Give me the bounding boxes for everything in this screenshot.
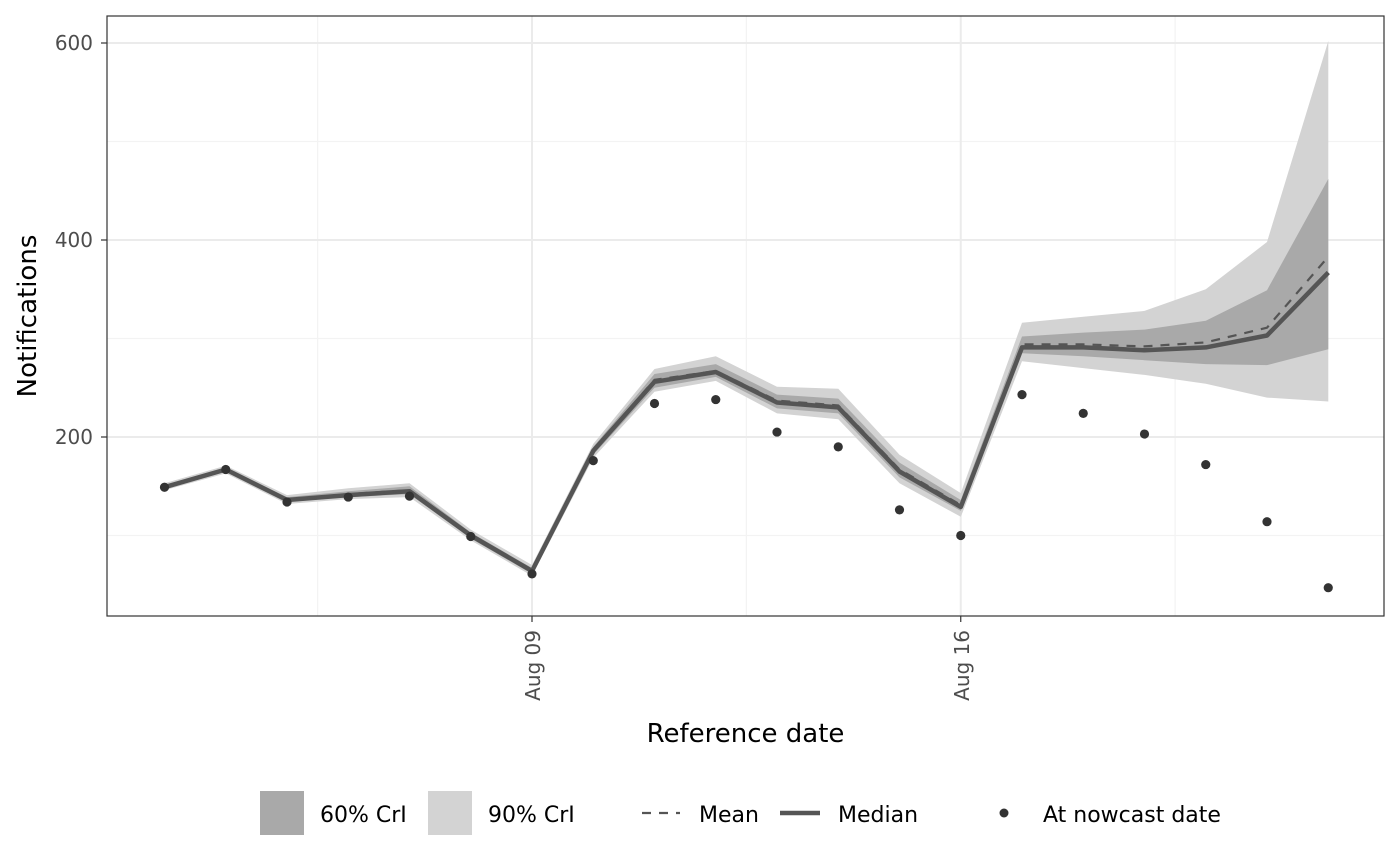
estimate-lines — [163, 255, 1330, 574]
mean-line — [164, 255, 1330, 573]
nowcast-point — [282, 497, 292, 507]
panel-border — [106, 15, 1385, 617]
nowcast-point — [343, 492, 353, 502]
nowcast-point — [221, 464, 231, 475]
nowcast-point — [1017, 390, 1027, 400]
nowcast-point — [956, 530, 966, 541]
y-axis-title: Notifications — [13, 235, 43, 398]
median-line — [163, 270, 1330, 574]
nowcast-point — [1262, 517, 1272, 527]
nowcast-point — [1201, 459, 1211, 470]
nowcast-point — [711, 394, 721, 405]
nowcast-point — [588, 456, 598, 466]
nowcast-point — [649, 398, 660, 409]
x-tick-label: Aug 16 — [950, 630, 974, 701]
nowcast-point — [404, 491, 415, 501]
legend-key-60-cri — [260, 791, 304, 835]
legend-label-nowcast-point: At nowcast date — [1043, 803, 1221, 828]
legend-key-90-cri — [428, 791, 472, 835]
observed-points — [159, 390, 1333, 593]
legend-key-nowcast-point — [999, 808, 1009, 818]
x-tick-label: Aug 09 — [521, 630, 545, 701]
nowcast-point — [1078, 408, 1088, 418]
y-tick-label: 200 — [55, 425, 93, 449]
nowcast-point — [1139, 429, 1150, 439]
legend-label-90-cri: 90% CrI — [488, 803, 575, 828]
nowcast-point — [159, 482, 170, 492]
y-tick-label: 600 — [55, 31, 93, 55]
y-tick-label: 400 — [55, 228, 93, 252]
nowcast-point — [772, 427, 782, 437]
nowcast-point — [466, 531, 476, 542]
legend-label-60-cri: 60% CrI — [320, 803, 407, 828]
axis-ticks — [101, 42, 962, 622]
nowcast-point — [1323, 583, 1333, 593]
nowcast-point — [833, 442, 843, 452]
legend-label-mean: Mean — [699, 803, 759, 828]
legend: 60% CrI 90% CrI Mean Median At nowcast d… — [260, 791, 1221, 835]
x-axis-title: Reference date — [647, 719, 845, 749]
legend-label-median: Median — [838, 803, 918, 828]
nowcast-point — [894, 505, 905, 515]
axis-tick-labels: 200 400 600 Aug 09 Aug 16 — [55, 31, 974, 701]
nowcast-point — [527, 569, 537, 579]
major-gridlines — [107, 16, 1384, 616]
